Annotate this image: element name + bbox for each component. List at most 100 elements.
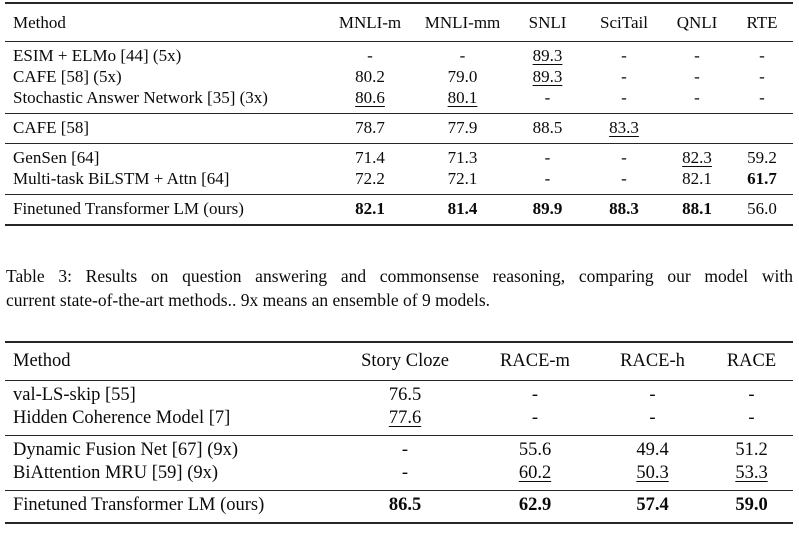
value-cell: 59.2 (731, 144, 793, 169)
caption-line: current state-of-the-art methods.. 9x me… (6, 290, 491, 310)
table-row: ESIM + ELMo [44] (5x) - - 89.3 - - - (5, 42, 793, 67)
row-group: Finetuned Transformer LM (ours) 86.5 62.9 5… (5, 491, 793, 524)
row-group: ESIM + ELMo [44] (5x) - -89.3- - - CAFE [58] … (5, 42, 793, 114)
table-row: Stochastic Answer Network [35] (3x) 80.6 8… (5, 87, 793, 114)
value: - (621, 88, 627, 107)
value-cell: - (325, 42, 415, 67)
best-value: 59.0 (735, 495, 768, 515)
value: 77.9 (447, 118, 478, 137)
value: - (544, 88, 551, 107)
method-cell: Stochastic Answer Network [35] (3x) (13, 88, 268, 107)
value-cell: 60.2 (475, 462, 595, 491)
column-header: RACE (726, 351, 777, 371)
value: - (759, 88, 765, 107)
table-row: Finetuned Transformer LM (ours) 86.5 62.9 5… (5, 491, 793, 524)
column-header: QNLI (676, 13, 718, 32)
value-cell: 88.1 (663, 195, 731, 226)
caption-line: Table 3: Results on question answering a… (6, 266, 793, 286)
table-row: CAFE [58] (5x) 80.2 79.0 89.3 - - - (5, 66, 793, 87)
value-cell: 71.3 (415, 144, 510, 169)
value-cell: - (510, 87, 585, 114)
value-cell: 49.4 (595, 436, 710, 463)
value-cell: - (475, 381, 595, 408)
value-cell: 77.9 (415, 114, 510, 144)
value: 80.2 (355, 67, 385, 86)
value: - (649, 385, 656, 405)
value: - (459, 46, 466, 65)
value-cell (663, 114, 731, 144)
table-row: Hidden Coherence Model [7] 77.6 - - - (5, 407, 793, 436)
value: - (694, 88, 700, 107)
value: 55.6 (518, 440, 552, 460)
table-row: GenSen [64] 71.4 71.3 - - 82.3 59.2 (5, 144, 793, 169)
column-header: SciTail (600, 13, 648, 32)
column-header: Story Cloze (361, 351, 449, 371)
value-cell: - (663, 66, 731, 87)
value-cell: - (731, 87, 793, 114)
value: 78.7 (355, 118, 385, 137)
method-cell: Finetuned Transformer LM (ours) (13, 199, 244, 218)
value-cell: 72.2 (325, 168, 415, 195)
value: 88.5 (532, 118, 563, 137)
second-best-value: 80.6 (355, 88, 385, 107)
value-cell: - (585, 144, 663, 169)
table-row: Multi-task BiLSTM + Attn [64] 72.2 72.1 - - 8… (5, 168, 793, 195)
table-row: val-LS-skip [55] 76.5 - - - (5, 381, 793, 408)
value-cell: 86.5 (335, 491, 475, 524)
best-value: 81.4 (447, 199, 478, 218)
value-cell: - (585, 42, 663, 67)
best-value: 86.5 (388, 495, 422, 515)
value-cell: - (663, 42, 731, 67)
method-cell: val-LS-skip [55] (13, 385, 136, 405)
value-cell: 89.3 (510, 42, 585, 67)
value: - (621, 148, 627, 167)
value-cell: 76.5 (335, 381, 475, 408)
column-header: SNLI (528, 13, 567, 32)
table-row: Dynamic Fusion Net [67] (9x) - 55.6 49.4 51.… (5, 436, 793, 463)
second-best-value: 77.6 (388, 408, 422, 428)
value-cell: 81.4 (415, 195, 510, 226)
value-cell: 89.3 (510, 66, 585, 87)
value: - (759, 67, 765, 86)
best-value: 82.1 (355, 199, 385, 218)
value: 72.2 (355, 169, 385, 188)
value-cell: 62.9 (475, 491, 595, 524)
second-best-value: 83.3 (609, 118, 639, 137)
column-header: MNLI-m (338, 13, 402, 32)
header-row: Method Story Cloze RACE-m RACE-h RACE (5, 342, 793, 381)
row-group: GenSen [64] 71.4 71.3- -82.3 59.2 Multi-task … (5, 144, 793, 195)
value-cell: - (510, 168, 585, 195)
value-cell: 77.6 (335, 407, 475, 436)
value: - (649, 408, 656, 428)
value: - (531, 385, 539, 405)
value: - (621, 169, 627, 188)
value-cell: 55.6 (475, 436, 595, 463)
value-cell: 72.1 (415, 168, 510, 195)
second-best-value: 82.3 (682, 148, 712, 167)
value-cell: 80.2 (325, 66, 415, 87)
value-cell: - (710, 381, 793, 408)
value: 56.0 (747, 199, 777, 218)
column-header: RACE-m (500, 351, 570, 371)
row-group: Finetuned Transformer LM (ours) 82.1 81.4 8… (5, 195, 793, 226)
value-cell: - (595, 407, 710, 436)
best-value: 61.7 (747, 169, 777, 188)
method-cell: ESIM + ELMo [44] (5x) (13, 46, 182, 65)
value: - (748, 408, 755, 428)
method-cell: CAFE [58] (13, 118, 90, 137)
method-cell: CAFE [58] (5x) (13, 67, 122, 86)
second-best-value: 89.3 (532, 67, 563, 86)
column-header: MNLI-mm (424, 13, 501, 32)
second-best-value: 60.2 (518, 463, 552, 483)
value: - (621, 46, 627, 65)
value-cell: 79.0 (415, 66, 510, 87)
column-header: Method (13, 351, 71, 371)
value-cell: 89.9 (510, 195, 585, 226)
method-cell: GenSen [64] (13, 148, 100, 167)
value-cell: - (475, 407, 595, 436)
value-cell: - (663, 87, 731, 114)
value-cell: 88.3 (585, 195, 663, 226)
table-3-caption: Table 3: Results on question answering a… (6, 264, 793, 312)
row-group: Dynamic Fusion Net [67] (9x) - 55.6 49.4 51.… (5, 436, 793, 491)
value-cell: - (731, 66, 793, 87)
